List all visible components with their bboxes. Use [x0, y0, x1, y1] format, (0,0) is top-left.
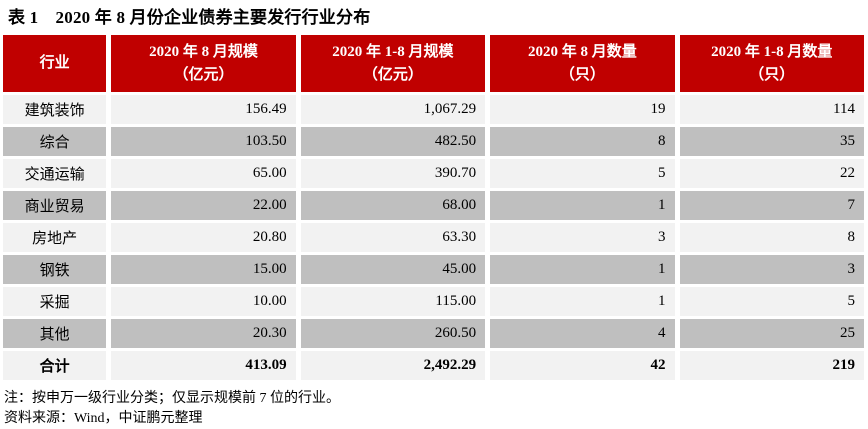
- ytd-count-cell: 3: [679, 255, 864, 284]
- table-title: 表 1 2020 年 8 月份企业债券主要发行行业分布: [8, 8, 371, 27]
- classification-note: 注：按申万一级行业分类；仅显示规模前 7 位的行业。: [4, 391, 340, 406]
- header-ytd-scale: 2020 年 1-8 月规模 （亿元）: [300, 35, 486, 92]
- industry-cell: 其他: [3, 319, 107, 348]
- ytd-count-cell: 35: [679, 127, 864, 156]
- ytd-count-cell: 22: [679, 159, 864, 188]
- aug-count-cell: 1: [490, 191, 675, 220]
- source-note: 资料来源：Wind，中证鹏元整理: [4, 411, 203, 426]
- ytd-scale-cell: 482.50: [300, 127, 486, 156]
- table-row: 采掘 10.00 115.00 1 5: [3, 287, 864, 316]
- header-label: 2020 年 1-8 月数量: [711, 43, 833, 60]
- header-unit: （只）: [559, 66, 605, 83]
- aug-count-cell: 1: [490, 255, 675, 284]
- ytd-scale-cell: 1,067.29: [300, 95, 486, 124]
- table-row: 商业贸易 22.00 68.00 1 7: [3, 191, 864, 220]
- aug-scale-cell: 65.00: [111, 159, 296, 188]
- aug-count-cell: 1: [490, 287, 675, 316]
- industry-cell: 房地产: [3, 223, 107, 252]
- aug-count-cell: 8: [490, 127, 675, 156]
- header-ytd-count: 2020 年 1-8 月数量 （只）: [679, 35, 864, 92]
- industry-cell: 建筑装饰: [3, 95, 107, 124]
- header-label: 2020 年 8 月规模: [149, 43, 258, 60]
- aug-scale-cell: 156.49: [111, 95, 296, 124]
- ytd-count-cell: 5: [679, 287, 864, 316]
- header-aug-scale: 2020 年 8 月规模 （亿元）: [111, 35, 296, 92]
- table-row: 房地产 20.80 63.30 3 8: [3, 223, 864, 252]
- ytd-scale-cell: 68.00: [300, 191, 486, 220]
- header-unit: （亿元）: [173, 66, 234, 83]
- ytd-scale-cell: 2,492.29: [300, 351, 486, 380]
- header-aug-count: 2020 年 8 月数量 （只）: [490, 35, 675, 92]
- ytd-scale-cell: 390.70: [300, 159, 486, 188]
- ytd-scale-cell: 45.00: [300, 255, 486, 284]
- ytd-scale-cell: 63.30: [300, 223, 486, 252]
- table-row: 其他 20.30 260.50 4 25: [3, 319, 864, 348]
- aug-count-cell: 19: [490, 95, 675, 124]
- industry-cell: 采掘: [3, 287, 107, 316]
- aug-count-cell: 42: [490, 351, 675, 380]
- aug-scale-cell: 22.00: [111, 191, 296, 220]
- header-label: 2020 年 8 月数量: [527, 43, 637, 60]
- aug-scale-cell: 10.00: [111, 287, 296, 316]
- aug-scale-cell: 20.80: [111, 223, 296, 252]
- ytd-count-cell: 25: [679, 319, 864, 348]
- header-industry: 行业: [3, 35, 107, 92]
- aug-count-cell: 5: [490, 159, 675, 188]
- header-row: 行业 2020 年 8 月规模 （亿元） 2020 年 1-8 月规模 （亿元）…: [3, 35, 864, 92]
- aug-count-cell: 4: [490, 319, 675, 348]
- aug-scale-cell: 20.30: [111, 319, 296, 348]
- industry-cell: 钢铁: [3, 255, 107, 284]
- table-row: 钢铁 15.00 45.00 1 3: [3, 255, 864, 284]
- table-notes: 注：按申万一级行业分类；仅显示规模前 7 位的行业。 资料来源：Wind，中证鹏…: [4, 389, 868, 429]
- industry-cell: 交通运输: [3, 159, 107, 188]
- industry-cell: 商业贸易: [3, 191, 107, 220]
- table-row: 综合 103.50 482.50 8 35: [3, 127, 864, 156]
- header-label: 行业: [39, 55, 70, 71]
- ytd-count-cell: 8: [679, 223, 864, 252]
- ytd-scale-cell: 115.00: [300, 287, 486, 316]
- header-unit: （只）: [749, 66, 795, 83]
- ytd-scale-cell: 260.50: [300, 319, 486, 348]
- industry-cell: 合计: [3, 351, 107, 380]
- ytd-count-cell: 219: [679, 351, 864, 380]
- industry-cell: 综合: [3, 127, 107, 156]
- table-row: 建筑装饰 156.49 1,067.29 19 114: [3, 95, 864, 124]
- header-label: 2020 年 1-8 月规模: [332, 43, 454, 60]
- total-row: 合计 413.09 2,492.29 42 219: [3, 351, 864, 380]
- aug-scale-cell: 413.09: [111, 351, 296, 380]
- ytd-count-cell: 7: [679, 191, 864, 220]
- table-row: 交通运输 65.00 390.70 5 22: [3, 159, 864, 188]
- industry-distribution-table: 行业 2020 年 8 月规模 （亿元） 2020 年 1-8 月规模 （亿元）…: [0, 32, 868, 383]
- ytd-count-cell: 114: [679, 95, 864, 124]
- header-unit: （亿元）: [362, 66, 423, 83]
- aug-scale-cell: 103.50: [111, 127, 296, 156]
- aug-scale-cell: 15.00: [111, 255, 296, 284]
- aug-count-cell: 3: [490, 223, 675, 252]
